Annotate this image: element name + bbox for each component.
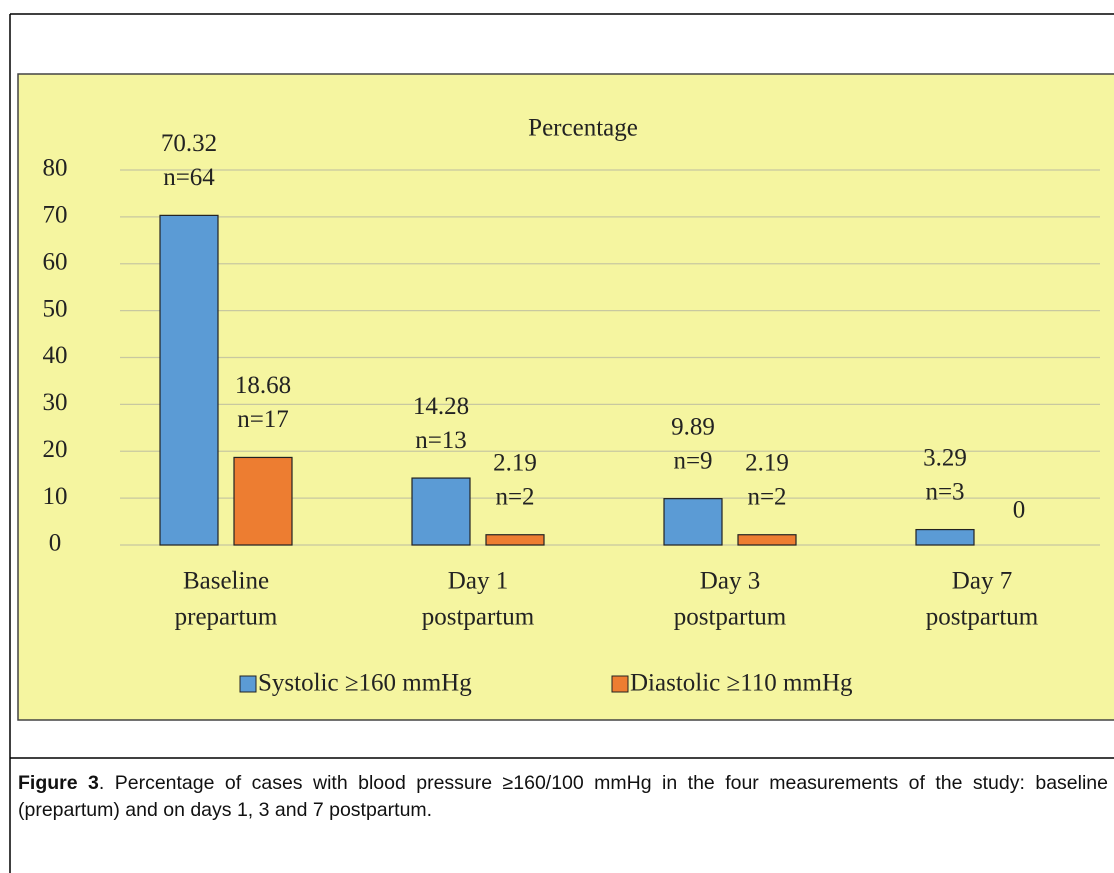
legend-label: Diastolic ≥110 mmHg xyxy=(630,670,853,697)
bar xyxy=(485,534,545,546)
x-tick-label: Day 7 xyxy=(952,568,1012,595)
x-tick-label: postpartum xyxy=(926,604,1039,631)
count-label: n=2 xyxy=(747,483,786,510)
legend-swatch xyxy=(239,675,257,693)
count-label: n=64 xyxy=(163,164,215,191)
bar xyxy=(233,456,293,546)
caption: Figure 3. Percentage of cases with blood… xyxy=(18,770,1108,824)
x-tick-label: postpartum xyxy=(422,604,535,631)
y-tick-label: 0 xyxy=(49,530,62,557)
value-label: 2.19 xyxy=(493,449,537,476)
value-label: 70.32 xyxy=(161,130,217,157)
value-label: 2.19 xyxy=(745,449,789,476)
x-tick-label: postpartum xyxy=(674,604,787,631)
y-tick-label: 60 xyxy=(43,248,68,275)
x-tick-label: Day 1 xyxy=(448,568,508,595)
y-tick-label: 20 xyxy=(43,436,68,463)
count-label: n=17 xyxy=(237,406,289,433)
bar xyxy=(411,477,471,546)
count-label: n=2 xyxy=(495,483,534,510)
y-tick-label: 70 xyxy=(43,202,68,229)
value-label: 18.68 xyxy=(235,372,291,399)
y-tick-label: 40 xyxy=(43,342,68,369)
legend-swatch xyxy=(611,675,629,693)
bar xyxy=(915,528,975,546)
bar xyxy=(737,534,797,546)
value-label: 0 xyxy=(1013,497,1026,524)
y-tick-label: 10 xyxy=(43,483,68,510)
bar xyxy=(159,214,219,546)
value-label: 3.29 xyxy=(923,444,967,471)
y-tick-label: 80 xyxy=(43,155,68,182)
x-tick-label: Day 3 xyxy=(700,568,760,595)
value-label: 9.89 xyxy=(671,413,715,440)
y-tick-label: 50 xyxy=(43,295,68,322)
y-tick-label: 30 xyxy=(43,389,68,416)
x-tick-label: Baseline xyxy=(183,568,269,595)
chart-title: Percentage xyxy=(528,115,638,142)
caption-label: Figure 3 xyxy=(18,772,99,794)
x-tick-label: prepartum xyxy=(175,604,278,631)
count-label: n=3 xyxy=(925,478,964,505)
value-label: 14.28 xyxy=(413,393,469,420)
count-label: n=9 xyxy=(673,447,712,474)
caption-text: . Percentage of cases with blood pressur… xyxy=(18,772,1108,821)
legend-label: Systolic ≥160 mmHg xyxy=(258,670,472,697)
bar xyxy=(663,498,723,546)
count-label: n=13 xyxy=(415,427,467,454)
